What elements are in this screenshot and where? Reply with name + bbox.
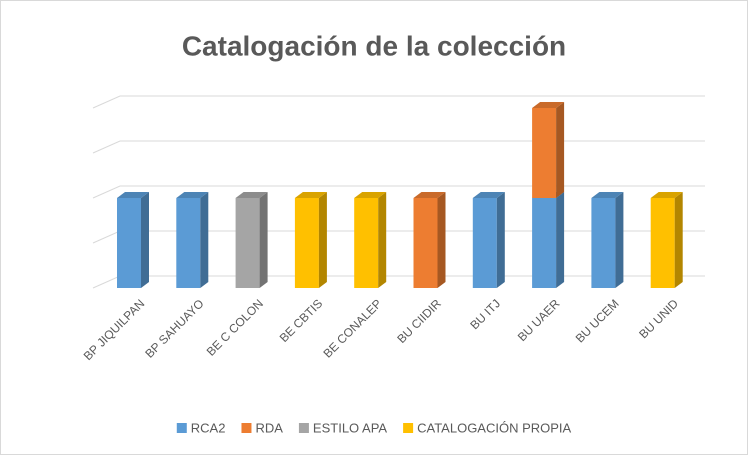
bar-side (141, 192, 149, 288)
bar-top (117, 192, 149, 198)
bar-side (556, 192, 565, 288)
bar-front (235, 198, 260, 288)
bar-front (413, 198, 438, 288)
bar (235, 192, 268, 288)
bar-top (650, 192, 683, 198)
bar (176, 192, 209, 288)
bar-top (235, 192, 268, 198)
bar-front (176, 198, 201, 288)
bar-side (259, 192, 268, 288)
bar-top (176, 192, 209, 198)
bar-front (294, 198, 319, 288)
grid-line (92, 140, 705, 154)
chart-title: Catalogación de la colección (182, 30, 566, 61)
bar-top (413, 192, 446, 198)
bar-side (674, 192, 683, 288)
legend-label: ESTILO APA (313, 420, 388, 435)
bar-side (378, 192, 387, 288)
bar (650, 192, 683, 288)
bar (354, 192, 387, 288)
bar-top (354, 192, 387, 198)
bar-side (496, 192, 505, 288)
grid-line (92, 95, 705, 109)
bar-top (472, 192, 505, 198)
legend-label: CATALOGACIÓN PROPIA (417, 420, 571, 435)
bar-side (318, 192, 327, 288)
bar-side (200, 192, 209, 288)
bar-top (591, 192, 624, 198)
legend-swatch (403, 423, 414, 433)
grid-line (92, 185, 705, 199)
bar-front (472, 198, 497, 288)
bar (294, 192, 327, 288)
legend-swatch (176, 423, 187, 433)
bar (532, 102, 565, 198)
bar-side (615, 192, 624, 288)
bar-front (650, 198, 675, 288)
bar-side (437, 192, 446, 288)
bar-front (591, 198, 616, 288)
bar-front (354, 198, 379, 288)
bar (532, 192, 565, 288)
bar (117, 192, 149, 288)
bar-top (294, 192, 327, 198)
bar (413, 192, 446, 288)
bar-front (532, 108, 557, 198)
bar-front (532, 198, 557, 288)
legend-label: RCA2 (191, 420, 226, 435)
bar-front (117, 198, 141, 288)
bar (591, 192, 624, 288)
legend-label: RDA (255, 420, 283, 435)
bar-side (556, 102, 565, 198)
bar-top (532, 102, 565, 108)
legend-swatch (298, 423, 309, 433)
bar (472, 192, 505, 288)
legend-swatch (241, 423, 252, 433)
